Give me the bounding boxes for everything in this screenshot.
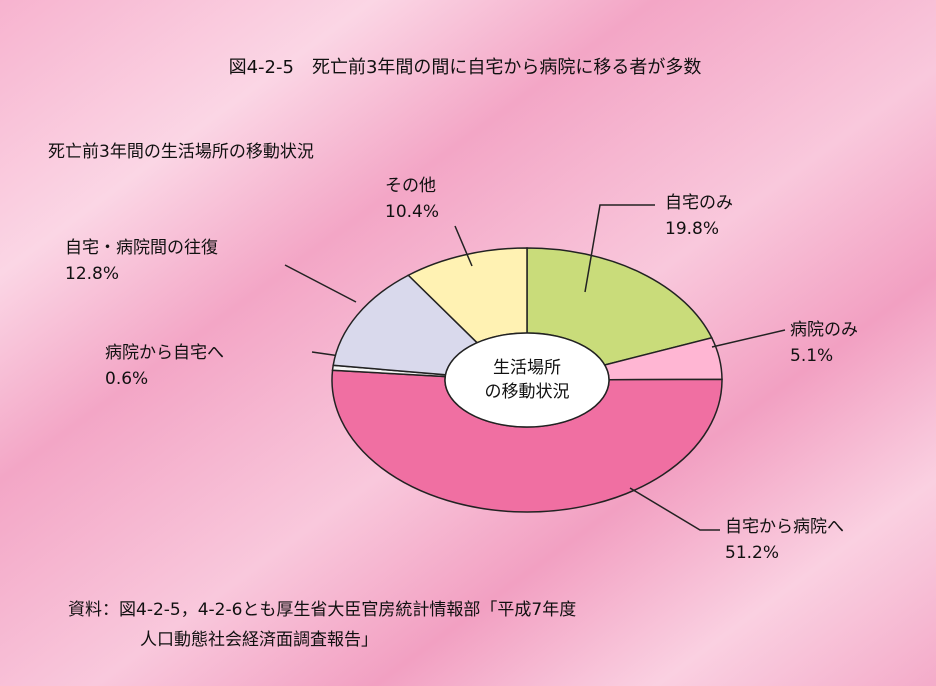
slice-label: その他 xyxy=(385,176,436,196)
value-label: 0.6% xyxy=(105,369,148,389)
leader-line xyxy=(284,264,357,303)
source-note: 資料：図4-2-5，4-2-6とも厚生省大臣官房統計情報部「平成7年度 xyxy=(68,600,576,620)
subtitle: 死亡前3年間の生活場所の移動状況 xyxy=(48,142,314,162)
center-label: 生活場所 xyxy=(493,358,561,378)
slice-label: 自宅・病院間の往復 xyxy=(65,238,218,258)
slice-label: 自宅から病院へ xyxy=(725,517,844,537)
center-label: の移動状況 xyxy=(485,382,570,402)
leader-line xyxy=(629,487,720,531)
chart-title: 図4-2-5 死亡前3年間の間に自宅から病院に移る者が多数 xyxy=(229,57,702,78)
slice-label: 自宅のみ xyxy=(665,193,733,213)
value-label: 12.8% xyxy=(65,264,119,284)
value-label: 51.2% xyxy=(725,543,779,563)
donut-hole xyxy=(444,332,610,428)
value-label: 5.1% xyxy=(790,346,833,366)
leader-line xyxy=(711,329,786,348)
leader-line xyxy=(454,225,473,267)
value-label: 19.8% xyxy=(665,219,719,239)
slice-label: 病院のみ xyxy=(790,320,858,340)
value-label: 10.4% xyxy=(385,202,439,222)
leader-line xyxy=(584,204,655,293)
source-note: 人口動態社会経済面調査報告」 xyxy=(140,630,378,650)
slice-label: 病院から自宅へ xyxy=(105,343,224,363)
